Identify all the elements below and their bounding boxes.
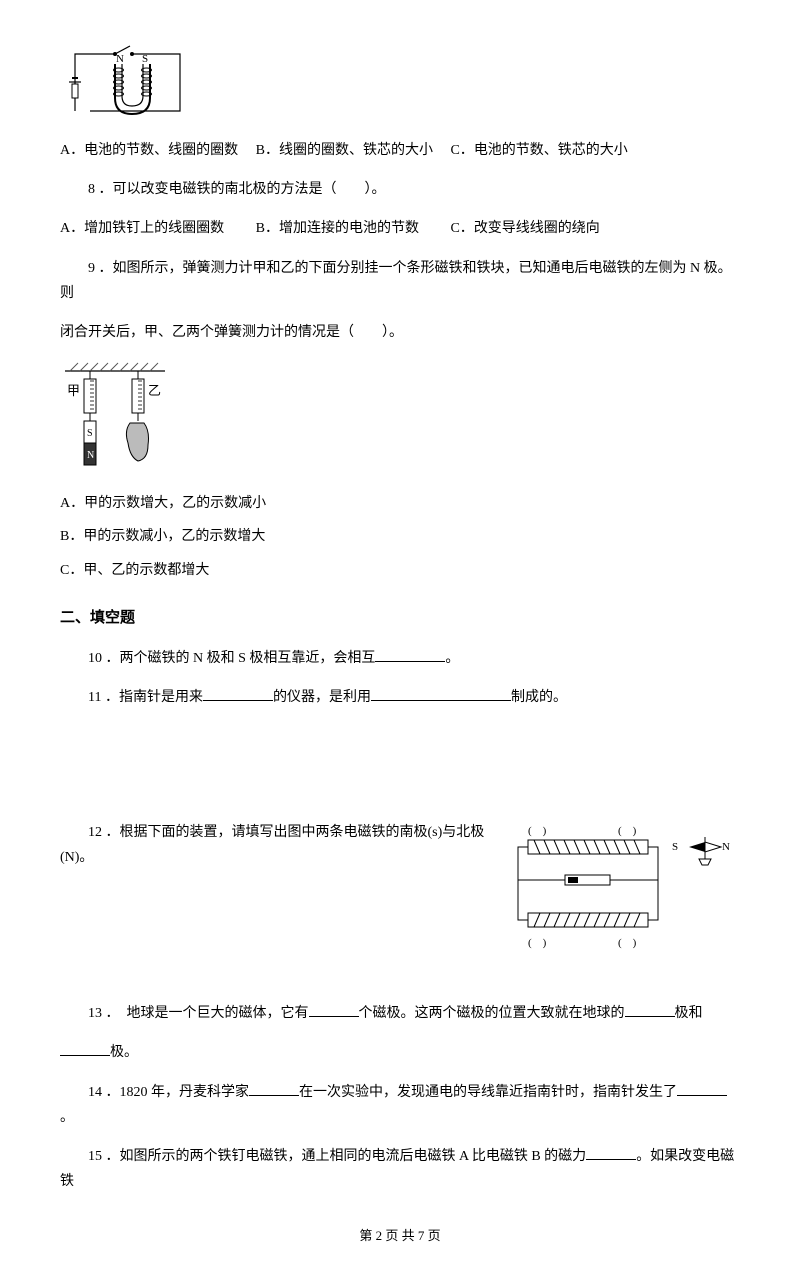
q13: 13 ． 地球是一个巨大的磁体，它有 个磁极。这两个磁极的位置大致就在地球的 极和 <box>60 1001 740 1026</box>
svg-text:甲: 甲 <box>67 383 80 398</box>
q14-blank-1[interactable] <box>249 1082 299 1096</box>
q10: 10 ．两个磁铁的 N 极和 S 极相互靠近，会相互 。 <box>60 646 740 671</box>
q14: 14 ．1820 年，丹麦科学家 在一次实验中，发现通电的导线靠近指南针时，指南针… <box>60 1080 740 1130</box>
q13-line2: 极。 <box>60 1040 740 1065</box>
q11-blank-2[interactable] <box>371 687 511 701</box>
q10-number: 10 <box>88 651 102 666</box>
q7-option-b: 线圈的圈数、铁芯的大小 <box>279 143 433 158</box>
svg-text:N: N <box>87 450 94 461</box>
q9-line2: 闭合开关后，甲、乙两个弹簧测力计的情况是（ ）。 <box>60 320 740 345</box>
q14-text-b: 在一次实验中，发现通电的导线靠近指南针时，指南针发生了 <box>299 1085 677 1100</box>
q8-text: ．可以改变电磁铁的南北极的方法是（ ）。 <box>99 182 386 197</box>
q9-number: 9 <box>88 261 95 276</box>
q9-option-b: 甲的示数减小，乙的示数增大 <box>83 529 265 544</box>
q7-options: A．电池的节数、线圈的圈数 B．线圈的圈数、铁芯的大小 C．电池的节数、铁芯的大… <box>60 138 740 163</box>
q13-text-b: 个磁极。这两个磁极的位置大致就在地球的 <box>359 1006 625 1021</box>
q12-figure: ( ) ( ) <box>510 820 740 979</box>
svg-text:( ): ( ) <box>528 937 547 949</box>
q9-option-a: 甲的示数增大，乙的示数减小 <box>84 496 266 511</box>
q11-blank-1[interactable] <box>203 687 273 701</box>
q11-text-b: 的仪器，是利用 <box>273 690 371 705</box>
q9-option-a-line: A．甲的示数增大，乙的示数减小 <box>60 491 740 516</box>
q10-blank[interactable] <box>375 648 445 662</box>
svg-text:( ): ( ) <box>618 825 637 837</box>
svg-text:( ): ( ) <box>618 937 637 949</box>
svg-text:乙: 乙 <box>148 383 161 398</box>
q14-blank-2[interactable] <box>677 1082 727 1096</box>
q13-blank-3[interactable] <box>60 1042 110 1056</box>
q9-option-c-line: C．甲、乙的示数都增大 <box>60 558 740 583</box>
svg-text:S: S <box>87 428 93 439</box>
q9-option-c: 甲、乙的示数都增大 <box>83 563 209 578</box>
q13-blank-1[interactable] <box>309 1003 359 1017</box>
q9: 9 ．如图所示，弹簧测力计甲和乙的下面分别挂一个条形磁铁和铁块，已知通电后电磁铁… <box>60 256 740 306</box>
q8-option-b: 增加连接的电池的节数 <box>279 221 419 236</box>
q9-option-b-line: B．甲的示数减小，乙的示数增大 <box>60 524 740 549</box>
q8-option-c: 改变导线线圈的绕向 <box>474 221 600 236</box>
q8-option-a: 增加铁钉上的线圈圈数 <box>84 221 224 236</box>
q7-option-c: 电池的节数、铁芯的大小 <box>474 143 628 158</box>
q10-text-before: ．两个磁铁的 N 极和 S 极相互靠近，会相互 <box>106 651 376 666</box>
svg-text:( ): ( ) <box>528 825 547 837</box>
q15: 15 ．如图所示的两个铁钉电磁铁，通上相同的电流后电磁铁 A 比电磁铁 B 的磁… <box>60 1144 740 1194</box>
q9-text1: ．如图所示，弹簧测力计甲和乙的下面分别挂一个条形磁铁和铁块，已知通电后电磁铁的左… <box>60 261 732 301</box>
q14-number: 14 <box>88 1085 102 1100</box>
q12-text: ．根据下面的装置，请填写出图中两条电磁铁的南极(s)与北极(N)。 <box>60 825 484 865</box>
q14-text-c: 。 <box>60 1110 74 1125</box>
q12-number: 12 <box>88 825 102 840</box>
q8-number: 8 <box>88 182 95 197</box>
q11-text-c: 制成的。 <box>511 690 567 705</box>
q7-option-a: 电池的节数、线圈的圈数 <box>84 143 238 158</box>
q10-text-after: 。 <box>445 651 459 666</box>
q11-number: 11 <box>88 690 101 705</box>
q8-options: A．增加铁钉上的线圈圈数 B．增加连接的电池的节数 C．改变导线线圈的绕向 <box>60 216 740 241</box>
q15-number: 15 <box>88 1149 102 1164</box>
q9-figure: 甲 S N 乙 <box>60 359 740 479</box>
q13-text-d: 极。 <box>110 1045 138 1060</box>
q11-text-a: ．指南针是用来 <box>105 690 203 705</box>
q13-blank-2[interactable] <box>625 1003 675 1017</box>
q8: 8 ．可以改变电磁铁的南北极的方法是（ ）。 <box>60 177 740 202</box>
q9-text2: 闭合开关后，甲、乙两个弹簧测力计的情况是（ ）。 <box>60 325 403 340</box>
q15-blank-1[interactable] <box>586 1146 636 1160</box>
svg-text:S: S <box>142 53 148 65</box>
svg-text:N: N <box>722 841 730 853</box>
q15-text-a: ．如图所示的两个铁钉电磁铁，通上相同的电流后电磁铁 A 比电磁铁 B 的磁力 <box>106 1149 587 1164</box>
q13-number: 13 <box>88 1006 102 1021</box>
q13-text-a: ． 地球是一个巨大的磁体，它有 <box>106 1006 309 1021</box>
q13-text-c: 极和 <box>675 1006 703 1021</box>
page-footer: 第 2 页 共 7 页 <box>60 1224 740 1247</box>
svg-text:N: N <box>116 53 124 65</box>
svg-text:S: S <box>672 841 678 853</box>
q7-figure: N S <box>60 36 740 126</box>
q11: 11 ．指南针是用来 的仪器，是利用 制成的。 <box>60 685 740 710</box>
q14-text-a: ．1820 年，丹麦科学家 <box>106 1085 250 1100</box>
section-2-heading: 二、填空题 <box>60 605 740 632</box>
